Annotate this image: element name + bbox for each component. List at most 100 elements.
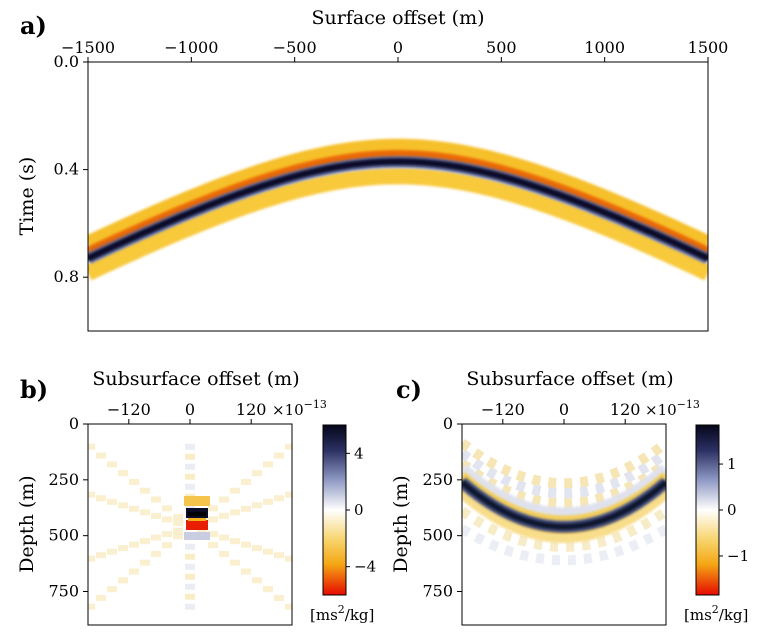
colorbar-tick-label: 1	[727, 455, 737, 473]
panel-b-artifact	[241, 541, 251, 548]
panel-c-artifact	[462, 459, 666, 509]
panel-b-artifact	[208, 542, 218, 549]
panel-b-artifact	[185, 553, 195, 560]
y-tick-label: 500	[422, 526, 453, 545]
panel-b-artifact	[263, 498, 273, 505]
panel-b-focus-negative	[186, 520, 208, 530]
panel-c-artifact	[462, 439, 666, 489]
panel-b-artifact	[173, 514, 183, 521]
panel-b-artifact	[241, 478, 251, 485]
panel-b-artifact	[185, 573, 195, 580]
panel-a-xlabel: Surface offset (m)	[311, 7, 484, 29]
panel-b-image	[63, 424, 317, 627]
panel-b-artifact	[96, 594, 106, 601]
panel-b-artifact	[219, 512, 229, 519]
panel-b-artifact	[88, 491, 95, 498]
panel-b-artifact	[274, 495, 284, 502]
panel-b-artifact	[74, 488, 84, 494]
panel-b-artifact	[208, 516, 218, 523]
panel-b-artifact	[263, 461, 273, 468]
panel-a-ylabel: Time (s)	[16, 157, 38, 236]
panel-b-artifact	[285, 603, 292, 610]
panel-b-artifact	[74, 559, 84, 565]
panel-b-artifact	[307, 563, 317, 569]
panel-b-colorbar-bar	[322, 424, 347, 596]
panel-b-artifact	[185, 503, 195, 510]
panel-b-artifact	[63, 621, 73, 627]
panel-b-focus-core	[188, 512, 206, 516]
x-tick-label: −120	[107, 400, 151, 419]
panel-b-artifact	[241, 505, 251, 512]
panel-b-artifact	[274, 552, 284, 559]
panel-b-artifact	[118, 545, 128, 552]
panel-c-colorbar-unit: [ms2/kg]	[684, 603, 748, 624]
x-tick-label: 0	[393, 38, 403, 57]
y-tick-label: 0.0	[54, 52, 79, 71]
panel-c-artifact	[462, 449, 666, 499]
panel-b-artifact	[129, 505, 139, 512]
panel-b-artifact	[107, 498, 117, 505]
panel-a: a) Surface offset (m) Time (s) −1500 −100…	[16, 7, 729, 332]
x-tick-label: −1000	[164, 38, 218, 57]
panel-b-artifact	[307, 426, 317, 432]
panel-b-colorbar-unit: [ms2/kg]	[310, 603, 374, 624]
x-tick-label: −1500	[61, 38, 115, 57]
panel-b-artifact	[96, 495, 106, 502]
panel-b-artifact	[96, 552, 106, 559]
panel-b-artifact	[219, 534, 229, 541]
panel-b-artifact	[185, 483, 195, 490]
panel-a-label: a)	[20, 11, 47, 40]
panel-b-artifact	[230, 559, 240, 566]
panel-c-event-band	[462, 464, 666, 522]
y-tick-label: 0.4	[54, 160, 79, 179]
panel-b-artifact	[151, 534, 161, 541]
panel-b-artifact	[107, 461, 117, 468]
panel-b-artifact	[107, 586, 117, 593]
panel-b-artifact	[252, 545, 262, 552]
panel-b-artifact	[185, 453, 195, 460]
y-tick-label: 750	[48, 582, 79, 601]
panel-a-event-band	[88, 168, 708, 281]
panel-b-artifact	[173, 527, 183, 534]
panel-b-artifact	[129, 568, 139, 575]
panel-b-artifact	[274, 594, 284, 601]
panel-b-artifact	[151, 550, 161, 557]
panel-c-colorbar: ×10−13 1 0 −1 [ms2/kg]	[645, 398, 749, 624]
panel-b-artifact	[263, 548, 273, 555]
y-tick-label: 0	[443, 414, 453, 433]
panel-b-artifact	[185, 473, 195, 480]
panel-b-artifact	[219, 550, 229, 557]
panel-b-artifact	[307, 485, 317, 491]
panel-c-colorbar-multiplier: ×10−13	[645, 398, 700, 419]
panel-b-artifact	[263, 586, 273, 593]
panel-b-artifact	[74, 613, 84, 619]
panel-b-artifact	[208, 531, 218, 538]
panel-b: b) Subsurface offset (m) Depth (m) −120 0…	[16, 368, 376, 627]
panel-c-event-band	[462, 489, 666, 543]
panel-b-artifact	[162, 516, 172, 523]
x-tick-label: −500	[273, 38, 317, 57]
panel-a-image	[88, 62, 708, 331]
panel-b-artifact	[252, 502, 262, 509]
panel-b-artifact	[230, 538, 240, 545]
y-tick-label: 250	[422, 470, 453, 489]
panel-b-artifact	[173, 519, 183, 526]
colorbar-tick-label: −1	[727, 547, 749, 565]
panel-c-label: c)	[396, 375, 422, 404]
x-tick-label: 120	[236, 400, 267, 419]
panel-b-artifact	[107, 548, 117, 555]
panel-b-colorbar-multiplier: ×10−13	[272, 398, 327, 419]
panel-c-event-band	[462, 479, 666, 530]
panel-c-colorbar-bar	[695, 424, 720, 596]
x-tick-label: 1500	[688, 38, 729, 57]
panel-b-artifact	[162, 531, 172, 538]
panel-b-artifact	[96, 452, 106, 459]
y-tick-label: 500	[48, 526, 79, 545]
panel-b-artifact	[296, 559, 306, 565]
panel-b-artifact	[185, 463, 195, 470]
panel-b-artifact	[252, 470, 262, 477]
panel-b-artifact	[185, 593, 195, 600]
panel-b-focus-side-top	[184, 496, 210, 506]
panel-b-artifact	[63, 563, 73, 569]
panel-a-event-band	[88, 138, 708, 251]
